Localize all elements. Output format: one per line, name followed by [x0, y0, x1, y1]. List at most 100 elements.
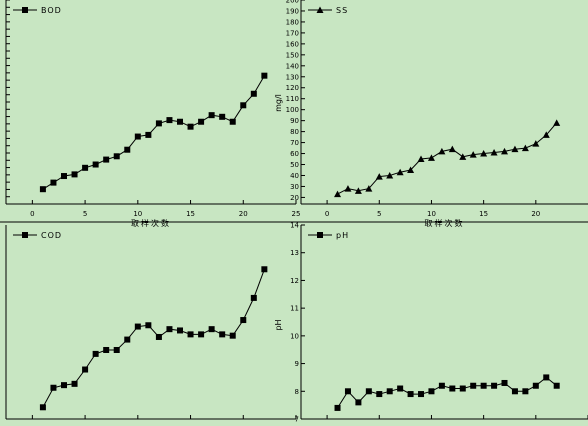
data-point [553, 382, 560, 389]
x-axis-title: 取样次数 [131, 218, 171, 228]
y-tick-label: 90 [290, 117, 299, 125]
data-point [71, 171, 78, 178]
x-tick-label: 5 [377, 210, 381, 218]
y-tick-label: 200 [286, 0, 299, 5]
data-point [261, 72, 268, 79]
data-point [155, 120, 162, 127]
data-point [219, 331, 226, 338]
data-point [124, 336, 131, 343]
data-point [166, 326, 173, 333]
data-point [522, 388, 529, 395]
legend-marker [317, 232, 323, 238]
data-point [511, 145, 519, 153]
data-point [145, 131, 152, 138]
data-point [134, 133, 141, 140]
legend-label: COD [41, 231, 62, 240]
data-point [61, 173, 67, 180]
y-tick-label: 13 [290, 249, 299, 257]
data-point [354, 187, 362, 194]
data-point [208, 326, 215, 333]
data-point [532, 382, 539, 389]
x-tick-label: 5 [83, 210, 87, 218]
series-line [42, 269, 265, 408]
y-tick-label: 160 [286, 40, 299, 48]
y-tick-label: 130 [286, 73, 299, 81]
x-tick-label: 15 [186, 210, 195, 218]
data-point [155, 333, 162, 340]
y-tick-label: 10 [290, 332, 299, 340]
data-point [334, 190, 342, 198]
y-tick-label: 20 [290, 194, 299, 202]
data-point [491, 382, 498, 389]
data-point [82, 366, 89, 373]
y-tick-label: 8 [295, 388, 299, 396]
data-point [427, 154, 435, 161]
data-point [501, 379, 508, 386]
y-tick-label: 170 [286, 29, 299, 37]
x-tick-label: 20 [531, 210, 540, 218]
data-point [375, 173, 383, 180]
data-point [103, 346, 110, 353]
x-tick-label: 20 [239, 210, 248, 218]
x-tick-label: 15 [479, 210, 488, 218]
data-point [219, 113, 226, 120]
y-tick-label: 120 [286, 84, 299, 92]
y-tick-label: 190 [286, 7, 299, 15]
legend-label: SS [336, 6, 348, 15]
data-point [355, 399, 362, 406]
data-point [334, 404, 341, 411]
y-tick-label: 80 [290, 128, 299, 136]
data-point [459, 153, 467, 160]
data-point [39, 404, 46, 411]
data-point [229, 332, 236, 339]
data-point [344, 388, 351, 395]
data-point [113, 346, 120, 353]
data-point [166, 117, 173, 124]
data-point [365, 388, 372, 395]
data-point [407, 391, 414, 398]
data-point [553, 119, 561, 126]
data-point [532, 140, 540, 147]
legend-marker [22, 7, 28, 13]
data-point [521, 144, 529, 152]
data-point [511, 388, 518, 395]
data-point [240, 102, 247, 109]
data-point [501, 147, 509, 155]
data-point [50, 179, 57, 186]
x-tick-label: 10 [133, 210, 142, 218]
data-point [386, 388, 393, 395]
y-tick-label: 30 [290, 183, 299, 191]
data-point [480, 150, 488, 157]
data-point [396, 168, 404, 176]
data-point [344, 185, 352, 192]
data-point [50, 384, 57, 391]
data-point [542, 131, 550, 138]
data-point [386, 171, 394, 179]
data-point [177, 327, 183, 334]
data-point [208, 112, 215, 119]
legend-marker [22, 232, 28, 238]
data-point [187, 331, 194, 338]
y-tick-label: 70 [290, 139, 299, 147]
data-point [438, 382, 445, 389]
data-point [261, 266, 268, 273]
series-line [337, 376, 558, 409]
x-tick-label: 0 [325, 210, 329, 218]
y-tick-label: 150 [286, 51, 299, 59]
y-tick-label: 50 [290, 161, 299, 169]
data-point [250, 294, 257, 301]
data-point [417, 155, 425, 163]
y-tick-label: 7 [295, 416, 299, 423]
y-tick-label: 12 [290, 277, 299, 285]
data-point [92, 350, 99, 357]
data-point [438, 147, 446, 155]
y-tick-label: 140 [286, 62, 299, 70]
data-point [103, 156, 110, 163]
data-point [490, 148, 498, 156]
data-point [240, 317, 247, 324]
data-point [448, 145, 456, 153]
data-point [449, 385, 456, 392]
data-point [407, 166, 415, 173]
